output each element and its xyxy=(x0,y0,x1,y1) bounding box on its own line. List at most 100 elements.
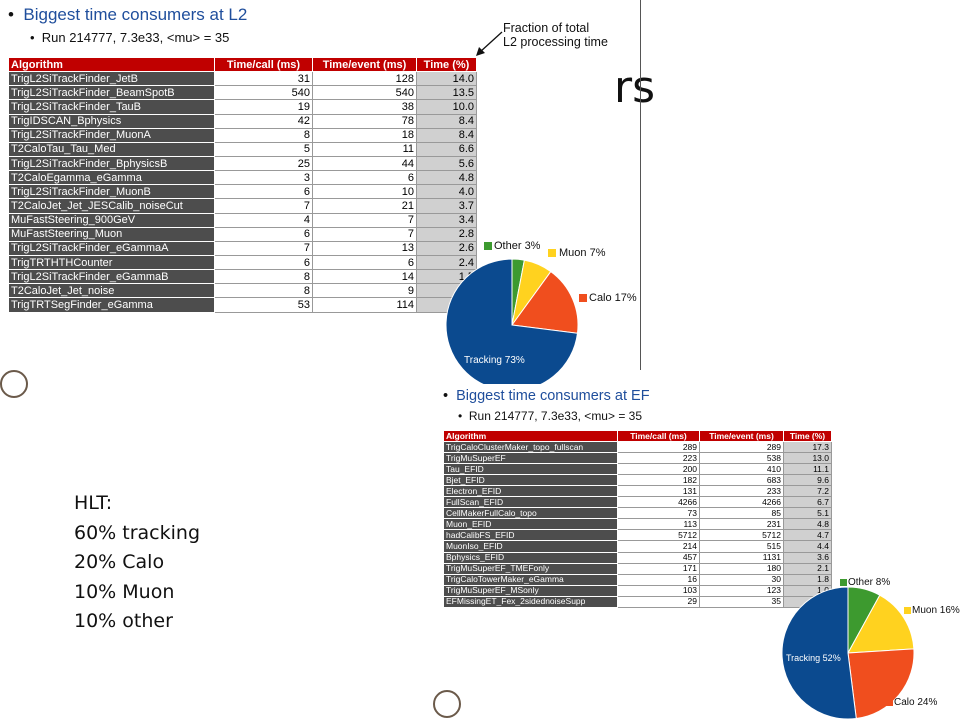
value-cell: 223 xyxy=(617,452,700,465)
algorithm-cell: TrigL2SiTrackFinder_MuonB xyxy=(8,184,215,200)
algorithm-cell: TrigMuSuperEF_TMEFonly xyxy=(443,562,618,575)
table-row: EFMissingET_Fex_2sidednoiseSupp29351.0 xyxy=(443,595,832,608)
legend-swatch xyxy=(840,579,847,586)
table-row: TrigL2SiTrackFinder_MuonA 8 18 8.4 xyxy=(8,127,477,143)
value-cell: 114 xyxy=(312,297,417,313)
legend-swatch xyxy=(548,249,556,257)
value-cell: 7 xyxy=(214,240,313,256)
table-row: TrigCaloClusterMaker_topo_fullscan 289 289… xyxy=(443,441,832,454)
algorithm-cell: Tau_EFID xyxy=(443,463,618,476)
value-cell: 2.6 xyxy=(416,240,477,256)
value-cell: 131 xyxy=(617,485,700,498)
ef-heading: • Biggest time consumers at EF xyxy=(443,388,650,404)
value-cell: 182 xyxy=(617,474,700,487)
table-row: TrigL2SiTrackFinder_BphysicsB 25 44 5.6 xyxy=(8,155,477,172)
value-cell: 4.8 xyxy=(783,518,832,531)
slide-title-fragment: rs xyxy=(614,62,656,113)
value-cell: 7.2 xyxy=(783,485,832,498)
algorithm-cell: T2CaloTau_Tau_Med xyxy=(8,141,215,157)
algorithm-cell: TrigTRTSegFinder_eGamma xyxy=(8,297,215,313)
value-cell: 5.6 xyxy=(416,155,477,172)
hlt-summary: HLT: 60% tracking 20% Calo 10% Muon 10% … xyxy=(74,489,200,637)
table-row: TrigL2SiTrackFinder_JetB 31 128 14.0 xyxy=(8,71,477,87)
table-row: TrigIDSCAN_Bphysics 42 78 8.4 xyxy=(8,113,477,129)
value-cell: 38 xyxy=(312,99,417,115)
value-cell: 4.0 xyxy=(416,184,477,200)
column-header: Time/call (ms) xyxy=(214,56,313,73)
value-cell: 7 xyxy=(312,226,417,242)
value-cell: 2.8 xyxy=(416,226,477,242)
value-cell: 231 xyxy=(699,518,784,531)
algorithm-cell: hadCalibFS_EFID xyxy=(443,529,618,542)
table-row: TrigMuSuperEF 223 538 13.0 xyxy=(443,452,832,465)
l2-pie-label-tracking: Tracking 73% xyxy=(464,355,525,366)
value-cell: 233 xyxy=(699,485,784,498)
l2-table: Algorithm Time/call (ms) Time/event (ms) Ti… xyxy=(8,56,477,313)
value-cell: 73 xyxy=(617,507,700,520)
table-row: TrigL2SiTrackFinder_TauB 19 38 10.0 xyxy=(8,99,477,115)
table-row: TrigL2SiTrackFinder_BeamSpotB 540 540 13.5 xyxy=(8,85,477,101)
algorithm-cell: TrigCaloTowerMaker_eGamma xyxy=(443,573,618,586)
value-cell: 180 xyxy=(699,562,784,575)
algorithm-cell: T2CaloJet_Jet_JESCalib_noiseCut xyxy=(8,198,215,214)
l2-run-info: • Run 214777, 7.3e33, <mu> = 35 xyxy=(30,30,230,45)
l2-pie-label-calo: Calo 17% xyxy=(589,292,637,304)
table-row: T2CaloJet_Jet_noise891.3 xyxy=(8,283,477,299)
value-cell: 30 xyxy=(699,573,784,586)
value-cell: 85 xyxy=(699,507,784,520)
value-cell: 103 xyxy=(617,584,700,597)
value-cell: 14.0 xyxy=(416,71,477,87)
column-header: Algorithm xyxy=(8,56,215,73)
value-cell: 4 xyxy=(214,212,313,228)
table-row: MuFastSteering_Muon 6 7 2.8 xyxy=(8,226,477,242)
algorithm-cell: Bphysics_EFID xyxy=(443,551,618,564)
table-row: TrigL2SiTrackFinder_MuonB 6 10 4.0 xyxy=(8,184,477,200)
value-cell: 5.1 xyxy=(783,507,832,520)
column-header: Time/event (ms) xyxy=(312,56,417,73)
algorithm-cell: TrigCaloClusterMaker_topo_fullscan xyxy=(443,441,618,454)
algorithm-cell: MuFastSteering_Muon xyxy=(8,226,215,242)
algorithm-cell: EFMissingET_Fex_2sidednoiseSupp xyxy=(443,595,618,608)
column-header: Time/event (ms) xyxy=(699,429,784,443)
hlt-summary-line: 20% Calo xyxy=(74,551,165,573)
value-cell: 3.6 xyxy=(783,551,832,564)
table-row: Electron_EFID 131 233 7.2 xyxy=(443,485,832,498)
value-cell: 21 xyxy=(312,198,417,214)
value-cell: 4.8 xyxy=(416,170,477,186)
algorithm-cell: TrigTRTHTHCounter xyxy=(8,254,215,271)
ef-header-panel xyxy=(432,384,672,430)
algorithm-cell: TrigMuSuperEF_MSonly xyxy=(443,584,618,597)
pie-slice xyxy=(445,258,579,392)
algorithm-cell: TrigL2SiTrackFinder_eGammaB xyxy=(8,269,215,285)
algorithm-cell: TrigL2SiTrackFinder_MuonA xyxy=(8,127,215,143)
value-cell: 53 xyxy=(214,297,313,313)
table-row: T2CaloTau_Tau_Med 5 11 6.6 xyxy=(8,141,477,157)
value-cell: 9 xyxy=(312,283,417,299)
value-cell: 6 xyxy=(214,226,313,242)
value-cell: 18 xyxy=(312,127,417,143)
value-cell: 8.4 xyxy=(416,127,477,143)
value-cell: 1131 xyxy=(699,551,784,564)
value-cell: 128 xyxy=(312,71,417,87)
value-cell: 515 xyxy=(699,540,784,553)
value-cell: 540 xyxy=(214,85,313,101)
value-cell: 13.0 xyxy=(783,452,832,465)
value-cell: 78 xyxy=(312,113,417,129)
value-cell: 4.7 xyxy=(783,529,832,542)
value-cell: 6.6 xyxy=(416,141,477,157)
value-cell: 540 xyxy=(312,85,417,101)
ef-pie-chart xyxy=(781,586,915,720)
table-row: hadCalibFS_EFID 5712 5712 4.7 xyxy=(443,529,832,542)
value-cell: 6 xyxy=(214,184,313,200)
table-row: Bjet_EFID 182 683 9.6 xyxy=(443,474,832,487)
ef-run-info: • Run 214777, 7.3e33, <mu> = 35 xyxy=(458,409,643,423)
algorithm-cell: TrigMuSuperEF xyxy=(443,452,618,465)
table-row: TrigTRTSegFinder_eGamma531141.1 xyxy=(8,297,477,313)
algorithm-cell: TrigL2SiTrackFinder_eGammaA xyxy=(8,240,215,256)
column-header: Time/call (ms) xyxy=(617,429,700,443)
annotation-arrow-icon xyxy=(476,31,503,56)
column-header: Algorithm xyxy=(443,429,618,443)
algorithm-cell: Muon_EFID xyxy=(443,518,618,531)
value-cell: 410 xyxy=(699,463,784,476)
value-cell: 10 xyxy=(312,184,417,200)
